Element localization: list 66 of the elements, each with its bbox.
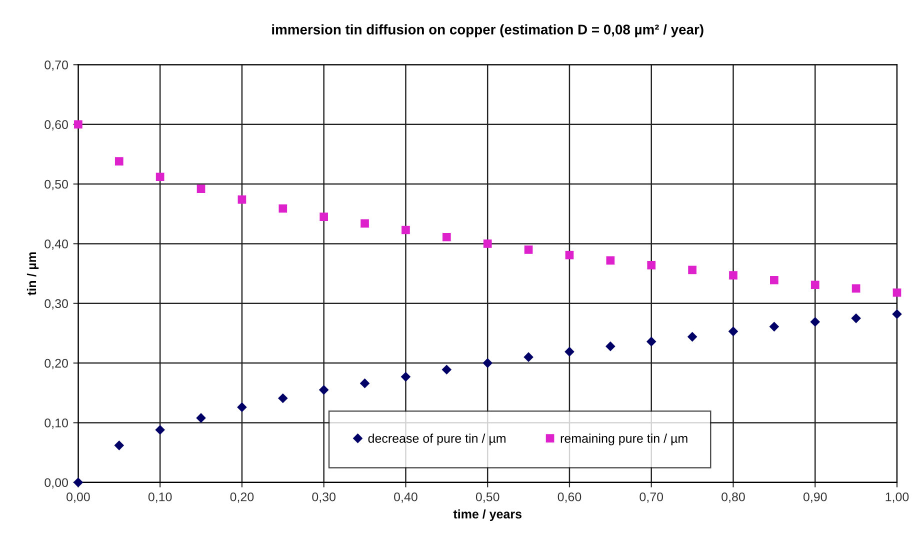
y-tick-label: 0,50: [44, 180, 68, 190]
point: [156, 172, 164, 182]
point: [74, 478, 83, 488]
x-tick-label: 0,40: [394, 492, 418, 503]
legend-label: decrease of pure tin / µm: [368, 434, 506, 446]
point: [770, 276, 778, 284]
point: [565, 250, 574, 260]
point: [606, 342, 616, 351]
legend-label: remaining pure tin / µm: [560, 434, 688, 446]
point: [238, 195, 246, 204]
point: [851, 314, 861, 323]
point: [482, 358, 492, 368]
point: [442, 232, 451, 242]
point: [114, 157, 124, 166]
point: [278, 394, 288, 403]
point: [892, 288, 902, 297]
point: [647, 261, 656, 270]
x-tick-label: 0,80: [722, 492, 745, 503]
y-tick-label: 0,30: [44, 299, 68, 310]
point: [688, 332, 697, 342]
point: [155, 425, 165, 435]
point: [114, 440, 124, 450]
y-tick-label: 0,40: [44, 240, 68, 250]
y-tick-label: 0,60: [44, 120, 68, 130]
point: [728, 326, 738, 336]
point: [564, 347, 574, 356]
y-tick-label: 0,70: [44, 60, 68, 71]
y-axis-title: tin / µm: [26, 252, 39, 296]
point: [852, 284, 860, 293]
x-tick-label: 0,20: [230, 492, 254, 503]
point: [196, 184, 206, 193]
x-tick-label: 0,30: [312, 492, 336, 503]
point: [892, 309, 902, 319]
point: [688, 266, 696, 274]
x-tick-label: 0,70: [640, 492, 664, 503]
point: [646, 336, 656, 346]
x-tick-label: 0,00: [66, 492, 90, 503]
point: [442, 364, 452, 374]
point: [483, 240, 492, 248]
x-tick-label: 0,90: [803, 492, 827, 503]
point: [196, 413, 206, 423]
y-tick-label: 0,10: [44, 418, 68, 429]
point: [278, 204, 288, 213]
point: [360, 378, 370, 388]
x-tick-label: 0,60: [558, 492, 582, 503]
point: [729, 271, 738, 280]
point: [606, 256, 615, 265]
x-tick-label: 0,10: [148, 492, 172, 503]
point: [402, 226, 410, 234]
point: [74, 120, 82, 129]
x-tick-label: 1,00: [886, 492, 909, 503]
x-tick-label: 0,50: [476, 492, 500, 503]
point: [524, 352, 534, 362]
y-tick-label: 0,00: [44, 478, 68, 489]
point: [360, 219, 369, 228]
point: [319, 385, 328, 395]
point: [320, 212, 328, 222]
point: [401, 372, 410, 382]
point: [810, 280, 820, 290]
y-tick-label: 0,20: [44, 358, 68, 370]
x-axis-title: time / years: [453, 509, 522, 521]
point: [237, 402, 247, 412]
chart-title: immersion tin diffusion on copper (estimation D = 0,08 µm² / year): [272, 24, 704, 38]
point: [524, 246, 533, 254]
point: [770, 322, 779, 332]
point: [810, 317, 820, 327]
